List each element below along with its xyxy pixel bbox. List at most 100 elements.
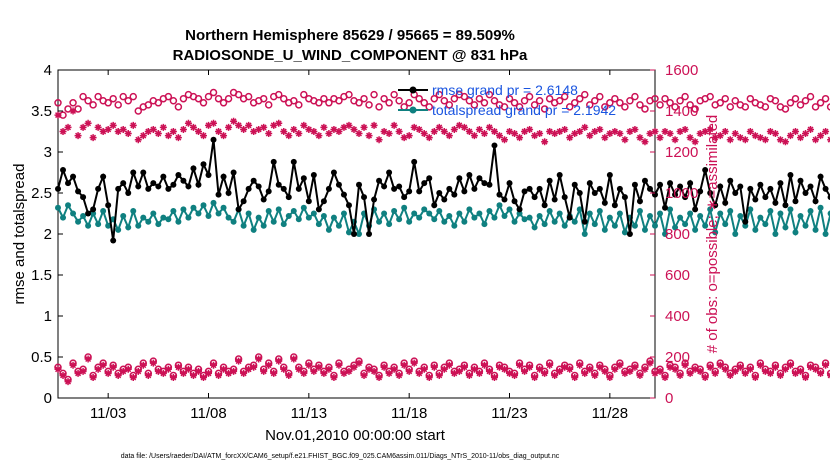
- assimilated_obs_lower-point: [802, 374, 810, 381]
- totalspread-point: [822, 231, 829, 237]
- possible_obs-point: [405, 99, 413, 107]
- possible_obs-point: [219, 99, 228, 107]
- assimilated_obs_lower-point: [691, 365, 699, 373]
- rmse-point: [722, 199, 729, 206]
- assimilated_obs_lower-point: [215, 371, 223, 379]
- totalspread-point: [702, 222, 709, 229]
- y-tick-label: 0: [44, 390, 52, 407]
- possible_obs-point: [520, 97, 529, 105]
- totalspread-point: [315, 221, 322, 228]
- rmse-point: [170, 181, 177, 188]
- assimilated_obs-point: [786, 132, 794, 140]
- assimilated_obs-point: [285, 132, 293, 140]
- assimilated_obs-point: [726, 136, 734, 144]
- rmse-point: [561, 194, 568, 201]
- rmse-point: [611, 202, 618, 209]
- rmse-point: [185, 183, 192, 190]
- possible_obs-point: [686, 101, 694, 109]
- totalspread-point: [571, 218, 578, 225]
- totalspread-point: [95, 221, 102, 228]
- totalspread-point: [386, 221, 393, 228]
- totalspread-point: [406, 218, 413, 225]
- assimilated_obs_lower-point: [164, 365, 172, 373]
- y-tick-label: 0.5: [31, 349, 52, 366]
- rmse-point: [426, 175, 433, 182]
- assimilated_obs-point: [746, 128, 754, 135]
- assimilated_obs_lower-point: [696, 367, 704, 375]
- possible_obs-point: [194, 94, 203, 103]
- rmse-point: [421, 180, 428, 187]
- y-right-tick-label: 0: [665, 390, 673, 407]
- chart-title-line-1: Northern Hemisphere 85629 / 95665 = 89.5…: [185, 27, 515, 44]
- assimilated_obs_lower-point: [265, 361, 273, 369]
- assimilated_obs-point: [671, 136, 679, 144]
- rmse-point: [822, 185, 829, 192]
- possible_obs-point: [425, 103, 433, 111]
- totalspread-point: [591, 221, 598, 228]
- assimilated_obs_lower-point: [54, 365, 62, 373]
- assimilated_obs_lower-point: [586, 365, 594, 373]
- rmse-point: [802, 190, 809, 196]
- totalspread-point: [792, 229, 799, 236]
- totalspread-point: [782, 224, 789, 231]
- possible_obs-point: [124, 97, 132, 105]
- totalspread-point: [215, 210, 222, 217]
- totalspread-point: [300, 204, 307, 211]
- rmse-point: [667, 180, 674, 187]
- assimilated_obs_lower-point: [395, 371, 403, 379]
- rmse-point: [255, 183, 262, 190]
- assimilated_obs-point: [822, 128, 830, 135]
- assimilated_obs_lower-point: [756, 361, 764, 369]
- y-right-tick-label: 1000: [665, 185, 698, 202]
- assimilated_obs-point: [455, 121, 463, 129]
- totalspread-point: [516, 210, 523, 217]
- assimilated_obs_lower-point: [74, 369, 82, 377]
- assimilated_obs-point: [380, 128, 388, 135]
- x-tick-label: 11/23: [491, 405, 527, 422]
- possible_obs-point: [420, 99, 428, 107]
- assimilated_obs_lower-point: [711, 369, 719, 377]
- assimilated_obs-point: [129, 121, 137, 129]
- possible_obs-point: [79, 92, 87, 101]
- rmse-point: [80, 194, 87, 201]
- assimilated_obs-point: [199, 132, 207, 140]
- assimilated_obs_lower-point: [776, 371, 784, 379]
- rmse-point: [692, 206, 699, 213]
- totalspread-point: [310, 210, 317, 217]
- y-right-tick-label: 1600: [665, 62, 698, 79]
- assimilated_obs-point: [460, 123, 468, 131]
- assimilated_obs-point: [771, 130, 779, 138]
- rmse-point: [190, 165, 197, 172]
- assimilated_obs-point: [109, 121, 117, 129]
- assimilated_obs_lower-point: [365, 365, 373, 373]
- assimilated_obs-point: [641, 138, 649, 146]
- x-tick-label: 11/08: [190, 405, 226, 422]
- x-tick-label: 11/13: [291, 405, 327, 422]
- rmse-point: [381, 183, 388, 190]
- assimilated_obs-point: [656, 134, 664, 142]
- rmse-point: [115, 185, 122, 192]
- assimilated_obs-point: [796, 134, 804, 142]
- assimilated_obs-point: [164, 132, 172, 140]
- rmse-point: [476, 175, 483, 182]
- rmse-point: [335, 181, 342, 188]
- assimilated_obs_lower-point: [144, 371, 152, 379]
- rmse-point: [140, 169, 147, 176]
- assimilated_obs-point: [696, 130, 704, 138]
- possible_obs-point: [370, 90, 378, 99]
- possible_obs-point: [355, 99, 363, 107]
- possible_obs-point: [786, 99, 795, 107]
- assimilated_obs_lower-point: [445, 361, 453, 369]
- assimilated_obs-point: [776, 136, 784, 144]
- possible_obs-point: [244, 92, 253, 101]
- assimilated_obs-point: [666, 130, 674, 138]
- rmse-point: [240, 198, 247, 205]
- possible_obs-point: [586, 101, 594, 109]
- totalspread-point: [255, 214, 262, 221]
- rmse-point: [205, 171, 212, 178]
- possible_obs-point: [335, 97, 343, 105]
- rmse-point: [541, 202, 548, 209]
- assimilated_obs_lower-point: [761, 367, 769, 375]
- totalspread-point: [682, 221, 689, 228]
- assimilated_obs_lower-point: [721, 365, 729, 373]
